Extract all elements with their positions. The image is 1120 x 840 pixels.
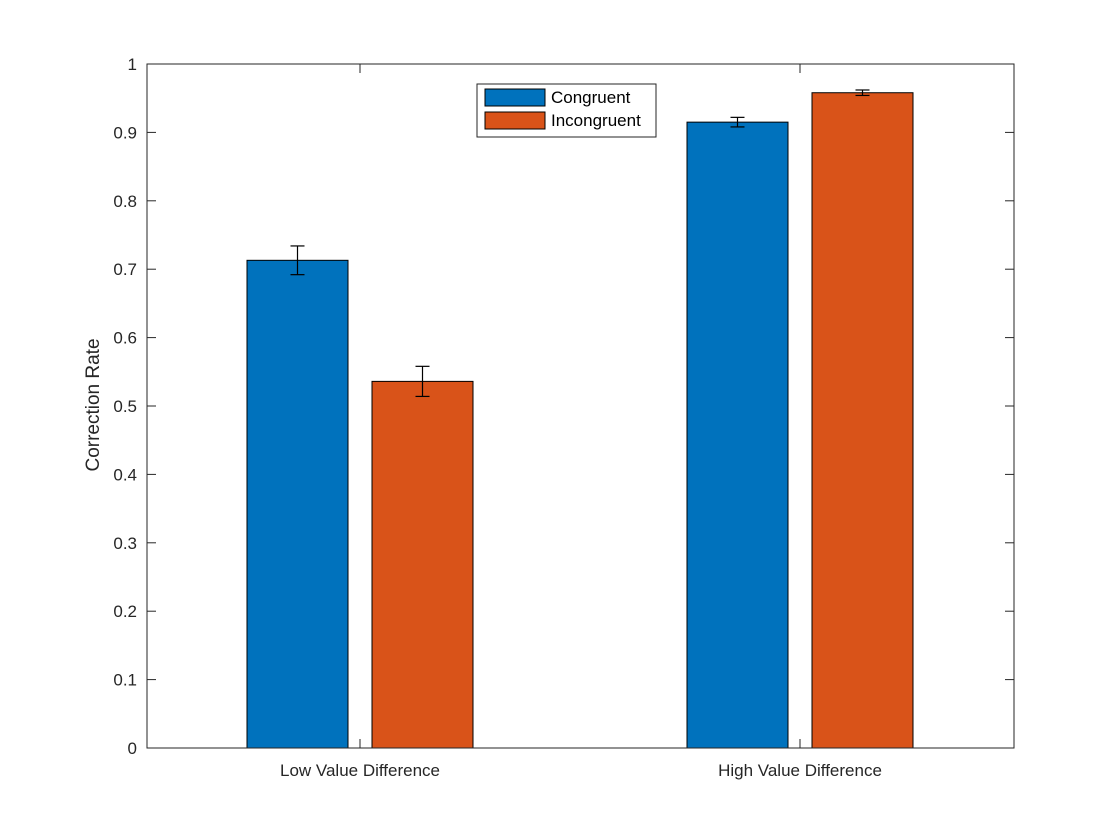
x-tick-label-1: High Value Difference <box>718 761 882 780</box>
y-tick-label-3: 0.3 <box>113 534 137 553</box>
bar-incongruent-1 <box>811 92 914 749</box>
y-tick-label-1: 0.1 <box>113 671 137 690</box>
y-tick-label-6: 0.6 <box>113 329 137 348</box>
y-tick-label-5: 0.5 <box>113 397 137 416</box>
axes-layer: 0 0.1 0.2 0.3 0.4 0.5 0.6 0.7 0.8 0.9 1 Low Value D… <box>113 55 1015 780</box>
y-tick-label-8: 0.8 <box>113 192 137 211</box>
y-tick-label-0: 0 <box>128 739 137 758</box>
legend-label-congruent: Congruent <box>551 88 631 107</box>
bars-layer <box>246 89 914 749</box>
bar-congruent-1 <box>686 121 789 749</box>
y-tick-label-10: 1 <box>128 55 137 74</box>
y-axis-label: Correction Rate <box>83 338 104 471</box>
legend: Congruent Incongruent <box>476 83 657 138</box>
y-tick-label-9: 0.9 <box>113 123 137 142</box>
y-tick-label-4: 0.4 <box>113 465 137 484</box>
x-tick-label-0: Low Value Difference <box>280 761 440 780</box>
bar-incongruent-0 <box>371 380 474 749</box>
legend-swatch-congruent <box>484 88 546 107</box>
legend-label-incongruent: Incongruent <box>551 111 641 130</box>
y-tick-label-2: 0.2 <box>113 602 137 621</box>
legend-swatch-incongruent <box>484 111 546 130</box>
y-tick-label-7: 0.7 <box>113 260 137 279</box>
bar-congruent-0 <box>246 259 349 749</box>
